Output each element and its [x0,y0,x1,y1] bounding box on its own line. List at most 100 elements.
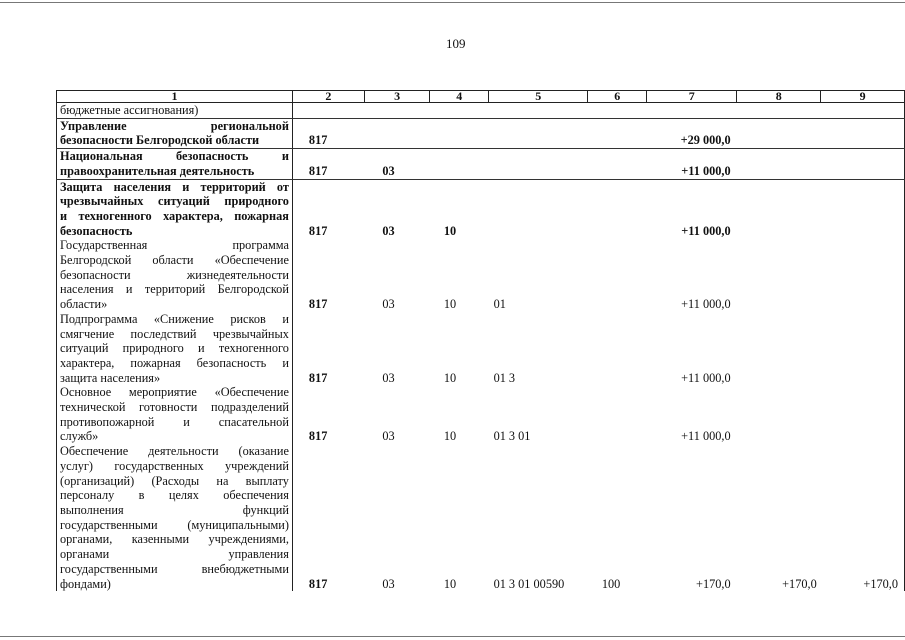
row-name-line: ситуаций природного и техногенного [60,341,289,356]
cell-col-2: 817 [291,148,365,180]
cell-col-3: 03 [382,223,395,238]
cell-col-9 [820,385,905,445]
cell-col-5 [488,102,588,119]
row-name-line: Национальная безопасность и [60,149,289,164]
header-cell: 8 [736,90,822,103]
table-row: Государственная программа Белгородской об… [56,238,905,312]
cell-col-6 [587,102,647,119]
cell-col-8 [736,148,821,180]
row-name-line: выполнения функций [60,502,289,517]
cell-col-7: +170,0 [696,576,731,591]
cell-col-6 [588,385,647,444]
cell-col-8 [737,238,821,312]
cell-col-2: 817 [291,385,365,445]
row-name-line: области» [60,297,108,312]
cell-col-4: 10 [443,297,457,312]
page-number: 109 [446,36,466,51]
cell-col-4: 10 [443,223,457,238]
row-name-line: бюджетные ассигнования) [60,103,199,117]
row-name-line: Защита населения и территорий от [60,179,289,194]
header-cell: 9 [820,90,905,103]
header-cell: 7 [646,90,738,103]
row-name-line: государственными (муниципальными) [60,517,289,532]
cell-col-5 [488,148,588,180]
table-row: Национальная безопасность и правоохраните… [56,148,905,180]
scan-edge-top [0,2,905,3]
cell-col-8 [737,312,821,386]
cell-col-5: 01 3 [493,370,516,385]
cell-col-7: +11 000,0 [681,429,731,444]
row-name-line: (организаций) (Расходы на выплату [60,473,289,488]
cell-col-9 [820,118,905,150]
row-name-line: технической готовности подразделений [60,400,289,415]
table-row: Защита населения и территорий от чрезвыча… [56,179,905,239]
cell-col-4 [429,102,489,119]
cell-col-3 [364,102,430,119]
row-name-line: чрезвычайных ситуаций природного [60,194,289,209]
table-header-row: 1 2 3 4 5 6 7 8 9 [56,90,905,103]
cell-col-9 [820,102,905,119]
cell-col-2: 817 [291,238,365,312]
cell-col-6 [588,179,647,238]
cell-col-2 [291,102,365,119]
row-name-line: персоналу в целях обеспечения [60,488,289,503]
row-name: Основное мероприятие «Обеспечение техниче… [56,385,293,445]
row-name-line: фондами) [60,576,111,591]
cell-col-4 [429,148,489,180]
header-cell: 4 [429,90,490,103]
cell-col-8: +170,0 [782,576,817,591]
header-cell: 6 [587,90,648,103]
cell-col-6 [588,238,647,312]
row-name: бюджетные ассигнования) [56,102,293,119]
row-name-line: Белгородской области «Обеспечение [60,253,289,268]
row-name-line: населения и территорий Белгородской [60,282,289,297]
row-name: Национальная безопасность и правоохраните… [56,148,293,180]
cell-col-7: +11 000,0 [646,148,737,180]
header-cell: 2 [291,90,365,103]
cell-col-8 [736,118,821,150]
row-name-line: государственными внебюджетными [60,561,289,576]
row-name-line: смягчение последствий чрезвычайных [60,326,289,341]
budget-table: 1 2 3 4 5 6 7 8 9 бюджетные ассигнования… [56,90,905,592]
row-name-line: Государственная программа [60,238,289,253]
cell-col-9 [820,311,905,386]
table-row: Подпрограмма «Снижение рисков и смягчение… [56,311,905,386]
cell-col-6 [587,148,647,180]
cell-col-3: 03 [382,576,395,591]
cell-col-6 [587,118,647,150]
cell-col-2: 817 [291,118,365,150]
cell-col-6: 100 [601,576,621,591]
cell-col-3: 03 [364,148,430,180]
header-cell: 5 [488,90,589,103]
cell-col-5: 01 [493,297,506,312]
cell-col-9 [820,238,905,312]
cell-col-8 [736,102,821,119]
row-name-line: и техногенного характера, пожарная [60,208,289,223]
table-row: Обеспечение деятельности (оказание услуг)… [56,444,905,592]
cell-col-7 [646,102,737,119]
cell-col-3: 03 [382,297,395,312]
row-name-line: безопасности Белгородской области [60,133,260,148]
cell-col-2: 817 [291,179,365,239]
row-name-line: Управление региональной [60,118,289,133]
header-cell: 1 [56,90,293,103]
cell-col-5 [488,118,588,150]
row-name-line: услуг) государственных учреждений [60,458,289,473]
header-cell: 3 [363,90,431,103]
row-name-line: Основное мероприятие «Обеспечение [60,385,289,400]
cell-col-4: 10 [443,370,457,385]
cell-col-7: +11 000,0 [681,297,731,312]
cell-col-2: 817 [291,444,365,592]
cell-col-9 [820,148,905,180]
cell-col-8 [737,385,821,444]
cell-col-8 [737,179,821,238]
cell-col-9 [820,179,905,239]
cell-col-6 [588,312,647,386]
cell-col-9: +170,0 [820,444,905,592]
cell-col-5: 01 3 01 [493,429,531,444]
cell-col-3: 03 [382,429,395,444]
row-name-line: Обеспечение деятельности (оказание [60,444,289,459]
cell-col-5: 01 3 01 00590 [493,576,565,591]
table-row: Основное мероприятие «Обеспечение техниче… [56,385,905,445]
row-name-line: органами управления [60,547,289,562]
